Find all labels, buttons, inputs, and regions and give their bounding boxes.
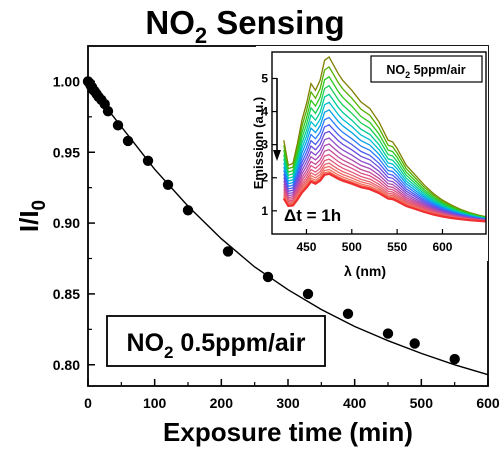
inset-curves-group	[282, 56, 487, 223]
emission-curve	[283, 65, 487, 218]
x-tick-label: 200	[210, 395, 234, 411]
inset-x-tick-label: 550	[387, 240, 407, 254]
data-point	[122, 135, 134, 147]
inset-y-tick-label: 3	[261, 138, 268, 152]
y-tick-label: 0.85	[53, 286, 80, 302]
x-tick-label: 400	[343, 395, 367, 411]
data-point	[182, 205, 194, 216]
fit-line	[87, 80, 489, 376]
main-fit-line-group	[87, 80, 489, 376]
main-axis-ticks: 0 100 200 300 400 500 600 0.80 0.85 0.90 0.95 1.00	[53, 73, 500, 411]
decrease-arrow-head	[273, 150, 281, 161]
inset-axis-ticks: 450 500 550 600 1 2 3 4 5	[261, 71, 452, 254]
inset-legend-box	[370, 55, 483, 83]
y-tick-label: 0.90	[53, 215, 80, 231]
data-point	[342, 308, 354, 319]
emission-curve	[283, 84, 487, 219]
inset-y-tick-label: 2	[261, 171, 268, 185]
inset-y-tick-label: 5	[261, 71, 268, 85]
emission-curve	[283, 124, 487, 221]
data-point	[409, 338, 420, 349]
emission-curve	[283, 137, 487, 221]
data-point	[302, 288, 314, 300]
data-point	[382, 328, 394, 339]
emission-curve	[283, 101, 487, 220]
data-point	[222, 246, 234, 257]
main-points-group	[82, 76, 460, 365]
emission-curve	[283, 109, 487, 220]
inset-legend-text: NO2 5ppm/air	[386, 63, 465, 80]
y-tick-label: 0.95	[53, 144, 80, 160]
x-tick-label: 300	[276, 395, 300, 411]
inset-x-tick-label: 450	[296, 240, 316, 254]
data-point	[262, 271, 274, 283]
inset-x-tick-label: 500	[342, 240, 362, 254]
emission-curve	[282, 172, 487, 223]
x-tick-label: 500	[410, 395, 434, 411]
x-tick-label: 100	[143, 395, 167, 411]
x-tick-label: 600	[476, 395, 500, 411]
inset-x-tick-label: 600	[432, 240, 452, 254]
inset-y-tick-label: 4	[261, 105, 268, 119]
emission-curve	[283, 116, 487, 220]
emission-curve	[283, 56, 487, 218]
inset-time-annotation: Δt = 1h	[284, 206, 341, 225]
y-tick-label: 0.80	[53, 357, 80, 373]
data-point	[449, 353, 460, 365]
annotation-box	[106, 315, 326, 367]
emission-curve	[283, 130, 487, 221]
inset-y-axis-label: Emission (a.u.)	[251, 97, 266, 189]
emission-curve	[283, 143, 487, 221]
data-point	[142, 155, 154, 166]
emission-curve	[283, 75, 487, 219]
chart-title: NO2 Sensing	[145, 4, 344, 48]
annotation-text: NO2 0.5ppm/air	[127, 329, 306, 362]
y-axis-label: I/I0	[14, 200, 50, 232]
y-tick-label: 1.00	[53, 73, 80, 89]
emission-curve	[283, 148, 487, 222]
x-axis-label: Exposure time (min)	[163, 417, 413, 447]
data-point	[112, 120, 124, 131]
inset-y-tick-label: 1	[261, 204, 268, 218]
data-point	[102, 106, 114, 117]
inset-x-axis-label: λ (nm)	[344, 263, 386, 279]
inset-plot-frame	[271, 51, 487, 235]
x-tick-label: 0	[84, 395, 92, 411]
emission-curve	[283, 93, 487, 219]
data-point	[162, 179, 174, 190]
